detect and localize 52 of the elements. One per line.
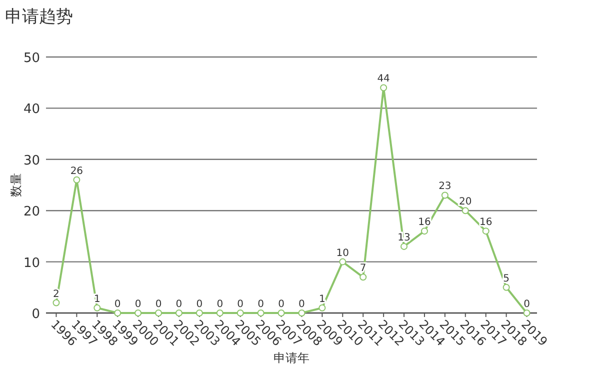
point <box>155 310 162 316</box>
y-tick-label: 40 <box>23 102 40 118</box>
data-label: 0 <box>237 299 244 310</box>
point <box>257 310 264 316</box>
data-label: 26 <box>70 166 84 177</box>
point <box>175 310 182 316</box>
point <box>196 310 203 316</box>
x-axis-title: 申请年 <box>274 351 310 365</box>
point <box>339 258 346 266</box>
point <box>52 299 60 306</box>
point <box>236 310 244 316</box>
point <box>441 192 448 199</box>
data-label: 1 <box>319 294 326 305</box>
y-tick-label: 50 <box>23 51 40 66</box>
data-label: 23 <box>438 181 452 192</box>
point <box>216 310 224 316</box>
data-label: 10 <box>336 248 350 259</box>
y-tick-label: 0 <box>32 307 40 322</box>
point <box>380 84 388 92</box>
point <box>360 274 367 281</box>
point <box>462 207 469 214</box>
chart-title: 申请趋势 <box>5 7 73 27</box>
data-label: 0 <box>524 299 530 310</box>
y-tick-label: 30 <box>23 153 40 168</box>
point <box>318 304 326 312</box>
data-label: 0 <box>196 299 203 310</box>
data-label: 0 <box>134 299 142 310</box>
point <box>482 228 490 235</box>
point <box>94 304 101 312</box>
point <box>73 176 80 184</box>
data-label: 20 <box>459 196 472 208</box>
data-label: 0 <box>258 299 264 310</box>
point <box>420 228 428 235</box>
data-label: 0 <box>176 299 182 310</box>
point <box>114 310 122 316</box>
data-label: 44 <box>377 74 390 85</box>
point <box>502 284 510 291</box>
y-tick-label: 20 <box>23 204 40 220</box>
point <box>134 310 142 316</box>
y-axis-title: 数量 <box>9 173 23 197</box>
data-label: 0 <box>216 299 224 310</box>
point <box>523 310 530 316</box>
point <box>298 310 306 316</box>
data-label: 16 <box>479 217 492 228</box>
y-tick-label: 10 <box>23 256 40 271</box>
data-label: 0 <box>114 299 121 310</box>
point <box>400 242 408 250</box>
data-label: 0 <box>298 299 305 310</box>
data-label: 0 <box>278 299 284 310</box>
data-label: 0 <box>155 299 162 310</box>
point <box>278 310 285 316</box>
data-label: 5 <box>503 273 510 284</box>
